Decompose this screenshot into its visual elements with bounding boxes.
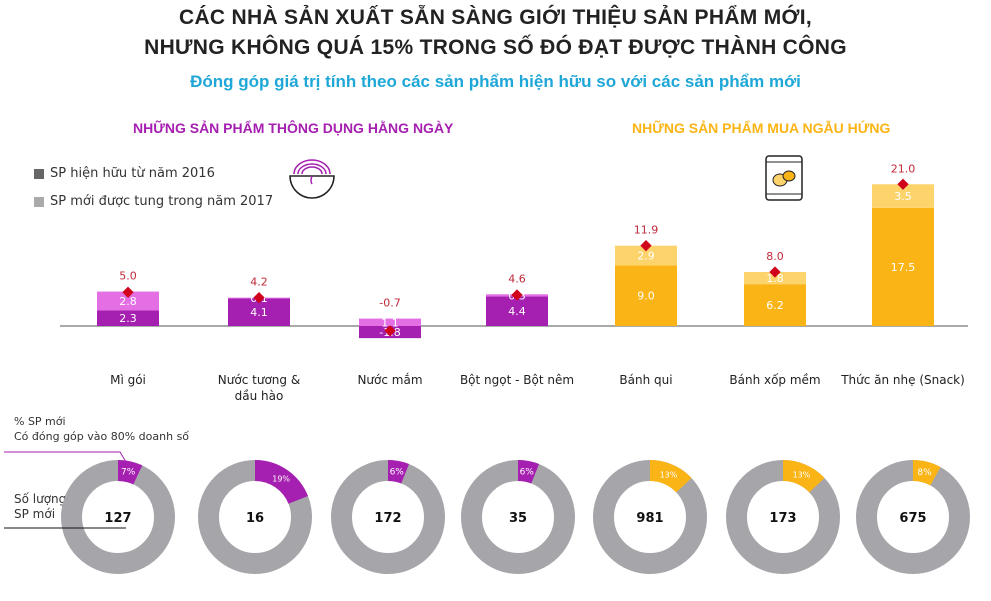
group-daily-label: NHỮNG SẢN PHẨM THÔNG DỤNG HẰNG NGÀY [133,120,454,136]
bar-existing-label: 17.5 [891,261,916,274]
bar-existing-label: 9.0 [637,290,655,303]
snack-bag-icon [765,155,803,201]
donut-pct-label: 6% [390,467,405,477]
title-line-2: NHƯNG KHÔNG QUÁ 15% TRONG SỐ ĐÓ ĐẠT ĐƯỢC… [144,36,847,59]
count-note: Số lượng SP mới [14,492,66,522]
pct-note: % SP mới Có đóng góp vào 80% doanh số [14,414,189,444]
subtitle: Đóng góp giá trị tính theo các sản phẩm … [190,72,801,91]
total-marker [511,289,523,301]
total-label: -0.7 [379,297,400,310]
donut-count-label: 16 [246,511,264,526]
donut-pct-label: 6% [520,467,535,477]
bar-existing [872,207,934,326]
bar-new-label: 1.8 [766,272,784,285]
donut-segment-new [117,460,143,485]
bar-new-label: 2.8 [119,295,137,308]
donut-count-label: 35 [509,511,527,526]
category-label: Thức ăn nhẹ (Snack) [840,373,965,387]
total-marker [640,240,652,252]
bar-existing-label: 4.1 [250,306,268,319]
bar-new [615,245,677,266]
donut-segment-new [254,460,308,505]
donut-pct-label: 13% [660,470,678,479]
total-label: 4.6 [508,272,526,285]
pct-note-line: % SP mới [14,415,66,428]
category-label: Nước tương & [218,373,300,387]
donut-segment-new [649,460,692,493]
donut-segment-new [387,460,409,484]
count-note-line: SP mới [14,507,56,521]
category-label: Bánh xốp mềm [729,373,820,387]
total-marker [897,178,909,190]
total-marker [253,291,265,304]
pct-note-line: Có đóng góp vào 80% doanh số [14,430,190,443]
donut-count-label: 172 [374,511,401,526]
bar-new [359,318,421,326]
donut-count-label: 173 [769,511,796,526]
bar-new-label: 1.1 [381,316,399,329]
donut-segment-new [912,460,941,486]
category-label: Bột ngọt - Bột nêm [460,373,574,387]
donut-count-label: 127 [104,511,131,526]
total-marker [769,266,781,278]
category-label: Bánh qui [619,373,672,387]
bar-new-label: 3.5 [894,190,912,203]
total-label: 11.9 [634,224,659,237]
total-label: 21.0 [891,162,916,175]
legend-label: SP mới được tung trong năm 2017 [50,194,274,209]
bar-existing [615,265,677,326]
donut-pct-label: 7% [121,468,136,478]
donut-segment-new [782,460,825,493]
legend-new: SP mới được tung trong năm 2017 [34,194,273,209]
donut-pct-label: 19% [272,475,290,484]
category-label: dầu hào [235,389,284,403]
donut-count-label: 981 [636,511,663,526]
donut-pct-label: 13% [793,470,811,479]
bar-existing-label: 4.4 [508,305,526,318]
count-note-line: Số lượng [14,492,67,506]
pct-leader-line [4,451,127,463]
donut-segment-new [517,460,539,484]
total-marker [384,325,396,337]
group-impulse-label: NHỮNG SẢN PHẨM MUA NGẪU HỨNG [632,120,891,136]
category-label: Mì gói [110,373,146,387]
total-label: 4.2 [250,276,268,289]
total-label: 8.0 [766,250,784,263]
title-line-1: CÁC NHÀ SẢN XUẤT SẴN SÀNG GIỚI THIỆU SẢN… [178,6,812,29]
bar-new [744,272,806,285]
category-label: Nước mắm [357,373,422,387]
donut-count-label: 675 [899,511,926,526]
bar-existing-label: 6.2 [766,299,784,312]
bar-existing [744,284,806,326]
bar-new [872,184,934,208]
total-label: 5.0 [119,270,137,283]
noodle-bowl-icon [289,159,335,199]
bar-new [97,291,159,311]
legend-existing: SP hiện hữu từ năm 2016 [34,166,215,181]
bar-existing-label: 2.3 [119,312,137,325]
bar-existing [97,310,159,326]
legend-swatch [34,196,44,207]
donut-pct-label: 8% [917,468,932,478]
bar-existing [486,296,548,326]
legend-label: SP hiện hữu từ năm 2016 [50,166,215,181]
legend-swatch [34,168,44,179]
bar-new-label: 2.9 [637,249,655,262]
